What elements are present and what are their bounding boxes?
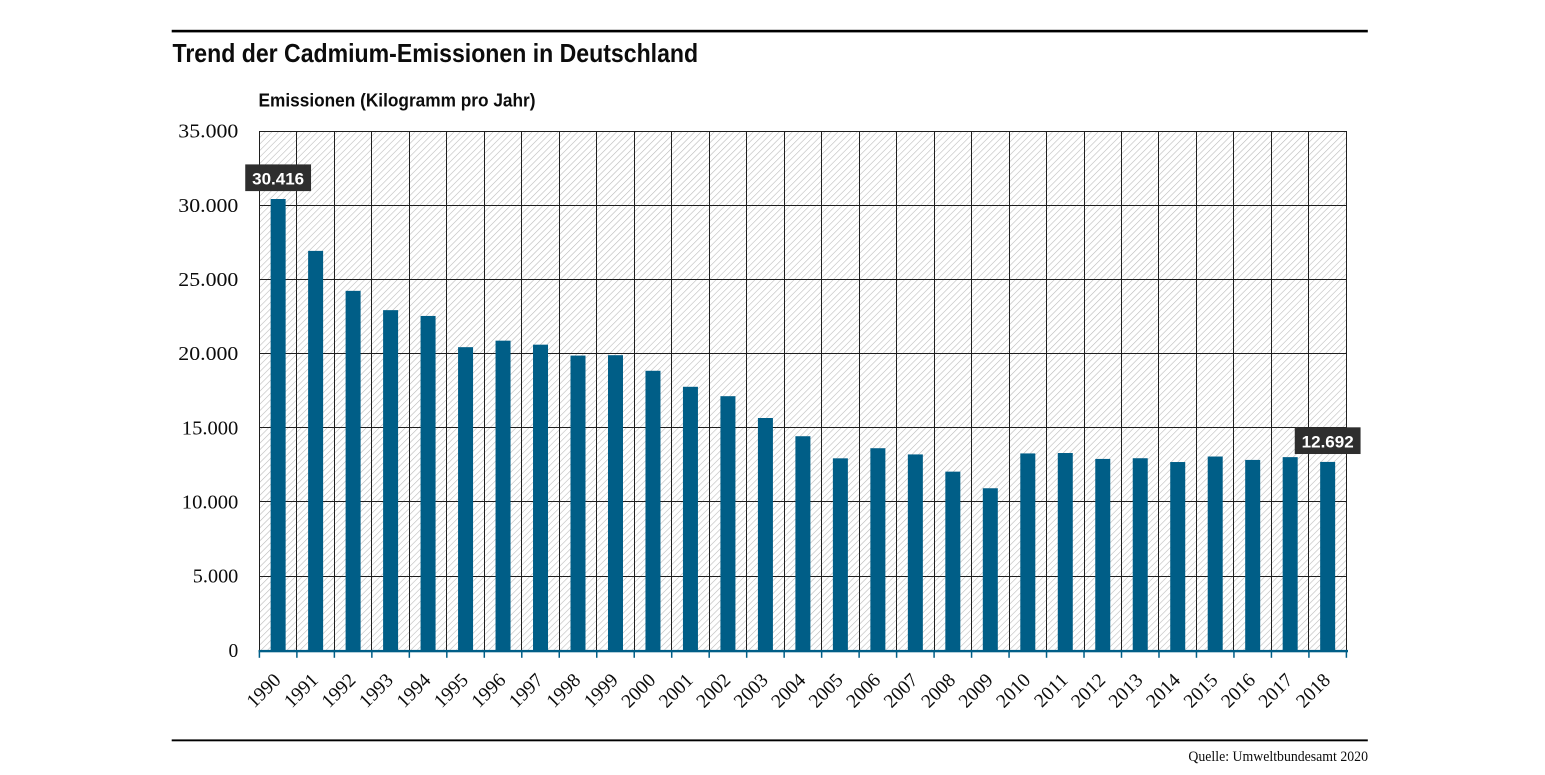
svg-text:Emissionen (Kilogramm pro Jahr: Emissionen (Kilogramm pro Jahr) [259, 90, 536, 110]
svg-text:Trend der Cadmium-Emissionen i: Trend der Cadmium-Emissionen in Deutschl… [173, 38, 699, 68]
svg-text:5.000: 5.000 [193, 567, 239, 588]
svg-text:35.000: 35.000 [178, 122, 238, 143]
svg-text:30.416: 30.416 [252, 170, 304, 189]
svg-text:Quelle: Umweltbundesamt 2020: Quelle: Umweltbundesamt 2020 [1188, 749, 1368, 765]
svg-text:20.000: 20.000 [178, 344, 238, 365]
svg-text:30.000: 30.000 [178, 196, 238, 217]
svg-text:15.000: 15.000 [182, 418, 239, 439]
svg-text:10.000: 10.000 [182, 492, 239, 513]
svg-text:0: 0 [229, 641, 239, 662]
svg-text:12.692: 12.692 [1302, 433, 1354, 452]
svg-text:25.000: 25.000 [178, 270, 238, 291]
